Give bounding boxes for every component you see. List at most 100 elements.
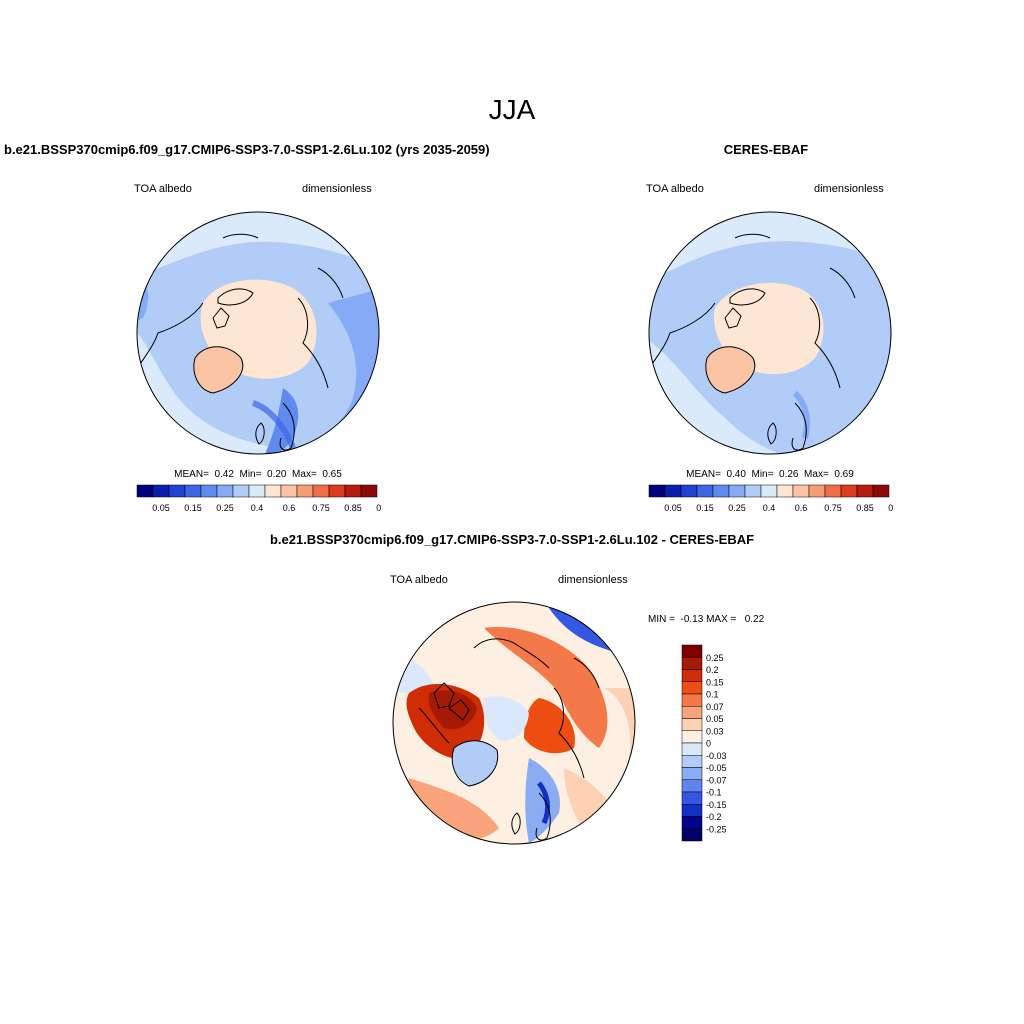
panel2-colorbar-swatch xyxy=(840,484,858,498)
panel1-colorbar-swatch xyxy=(264,484,282,498)
panel2-max-label: Max= xyxy=(804,469,829,480)
panel1-colorbar-swatch xyxy=(152,484,170,498)
panel3-map-border xyxy=(392,601,636,845)
panel1-colorbar-tick-label: 0.95 xyxy=(376,503,382,513)
panel3-title: b.e21.BSSP370cmip6.f09_g17.CMIP6-SSP3-7.… xyxy=(269,532,755,547)
panel3-colorbar: 0.25 0.2 0.15 0.1 0.07 0.05 0.03 0 -0.03 -0.05 -0.… xyxy=(681,644,727,842)
panel3-colorbar-swatch xyxy=(681,804,703,817)
panel2-colorbar-tick-label: 0.6 xyxy=(795,503,808,513)
panel1-mean-value: 0.42 xyxy=(214,469,234,480)
panel2-colorbar-tick-label: 0.05 xyxy=(664,503,682,513)
panel1-colorbar-tick-label: 0.75 xyxy=(312,503,330,513)
panel1-colorbar-swatch xyxy=(344,484,362,498)
panel1-right-label: dimensionless xyxy=(302,183,372,195)
panel2-map xyxy=(648,211,892,455)
panel1-stats: MEAN= 0.42 Min= 0.20 Max= 0.65 xyxy=(133,469,383,480)
panel1-colorbar-swatch xyxy=(360,484,378,498)
panel3-colorbar-swatch xyxy=(681,779,703,793)
panel1-colorbar-tick-label: 0.25 xyxy=(216,503,234,513)
panel3-colorbar-tick-label: 0.07 xyxy=(706,702,724,712)
panel3-coastlines xyxy=(418,638,600,841)
panel1-colorbar: 0.05 0.15 0.25 0.4 0.6 0.75 0.85 0.95 xyxy=(136,484,382,513)
panel2-colorbar-swatch xyxy=(792,484,810,498)
panel3-colorbar-tick-label: 0.1 xyxy=(706,690,719,700)
panel1-colorbar-swatch xyxy=(216,484,234,498)
panel3-colorbar-tick-label: -0.2 xyxy=(706,812,722,822)
panel3-colorbar-swatch xyxy=(681,828,703,842)
panel1-colorbar-swatch xyxy=(280,484,298,498)
panel3-field-arctic-ocean xyxy=(483,696,529,741)
panel3-field-archipelago-core xyxy=(428,690,477,730)
panel3-colorbar-tick-label: 0.2 xyxy=(706,665,719,675)
panel2-colorbar: 0.05 0.15 0.25 0.4 0.6 0.75 0.85 0.95 xyxy=(648,484,894,513)
panel1-colorbar-swatch xyxy=(296,484,314,498)
panel1-mean-label: MEAN= xyxy=(174,469,209,480)
panel2-colorbar-tick-label: 0.25 xyxy=(728,503,746,513)
panel3-colorbar-swatch xyxy=(681,669,703,682)
panel2-map-border xyxy=(648,211,892,455)
panel1-field-europe xyxy=(251,400,296,450)
panel3-right-label: dimensionless xyxy=(558,574,628,586)
panel1-min-label: Min= xyxy=(239,469,262,480)
panel3-colorbar-tick-label: 0 xyxy=(706,739,711,749)
panel3-colorbar-swatch xyxy=(681,644,703,658)
panel2-mean-value: 0.40 xyxy=(726,469,746,480)
panel2-colorbar-swatch xyxy=(856,484,874,498)
panel2-colorbar-swatch xyxy=(776,484,794,498)
panel3-colorbar-swatch xyxy=(681,755,703,768)
panel3-colorbar-swatch xyxy=(681,693,703,707)
panel1-colorbar-tick-label: 0.05 xyxy=(152,503,170,513)
panel2-colorbar-swatch xyxy=(680,484,698,498)
panel3-colorbar-tick-label: 0.03 xyxy=(706,726,724,736)
panel3-colorbar-tick-label: 0.25 xyxy=(706,653,724,663)
panel1-left-label: TOA albedo xyxy=(134,183,192,195)
panel1-colorbar-swatch xyxy=(136,484,154,498)
panel3-min-label: MIN = xyxy=(648,614,675,625)
panel3-map xyxy=(392,601,636,845)
panel1-map-border xyxy=(136,211,380,455)
panel3-colorbar-swatch xyxy=(681,767,703,780)
panel2-colorbar-swatch xyxy=(760,484,778,498)
panel1-colorbar-swatch xyxy=(168,484,186,498)
panel1-map xyxy=(136,211,380,455)
panel3-colorbar-swatch xyxy=(681,657,703,670)
panel3-min-value: -0.13 xyxy=(680,614,704,625)
panel3-colorbar-tick-label: -0.15 xyxy=(706,800,727,810)
panel2-min-value: 0.26 xyxy=(779,469,799,480)
panel2-field-greenland xyxy=(705,346,755,393)
panel2-colorbar-tick-label: 0.85 xyxy=(856,503,874,513)
panel1-colorbar-swatch xyxy=(184,484,202,498)
panel3-field-siberia xyxy=(484,627,608,748)
panel2-left-label: TOA albedo xyxy=(646,183,704,195)
panel3-colorbar-swatch xyxy=(681,730,703,744)
panel1-colorbar-tick-label: 0.15 xyxy=(184,503,202,513)
panel1-min-value: 0.20 xyxy=(267,469,287,480)
panel1-field-greenland xyxy=(193,346,243,393)
panel1-coastlines xyxy=(137,233,344,451)
panel2-colorbar-tick-label: 0.4 xyxy=(763,503,776,513)
panel2-right-label: dimensionless xyxy=(814,183,884,195)
panel3-colorbar-tick-label: 0.05 xyxy=(706,714,724,724)
panel3-colorbar-tick-label: 0.15 xyxy=(706,677,724,687)
page-title: JJA xyxy=(488,94,536,125)
panel2-title: CERES-EBAF xyxy=(723,142,809,157)
panel1-colorbar-swatch xyxy=(232,484,250,498)
panel3-field-greenland xyxy=(452,740,498,786)
panel3-field-east xyxy=(604,688,635,758)
panel1-colorbar-swatch xyxy=(312,484,330,498)
panel3-field-scandinavia xyxy=(536,781,551,825)
panel1-colorbar-swatch xyxy=(200,484,218,498)
panel2-colorbar-tick-label: 0.15 xyxy=(696,503,714,513)
panel2-colorbar-swatch xyxy=(648,484,666,498)
panel2-colorbar-swatch xyxy=(808,484,826,498)
panel3-colorbar-tick-label: -0.03 xyxy=(706,751,727,761)
panel1-colorbar-swatch xyxy=(328,484,346,498)
panel3-colorbar-swatch xyxy=(681,681,703,695)
panel2-min-label: Min= xyxy=(751,469,774,480)
panel1-colorbar-tick-label: 0.6 xyxy=(283,503,296,513)
panel1-max-value: 0.65 xyxy=(322,469,342,480)
panel1-colorbar-tick-label: 0.85 xyxy=(344,503,362,513)
panel3-colorbar-swatch xyxy=(681,706,703,719)
panel2-colorbar-tick-label: 0.75 xyxy=(824,503,842,513)
panel2-colorbar-swatch xyxy=(728,484,746,498)
